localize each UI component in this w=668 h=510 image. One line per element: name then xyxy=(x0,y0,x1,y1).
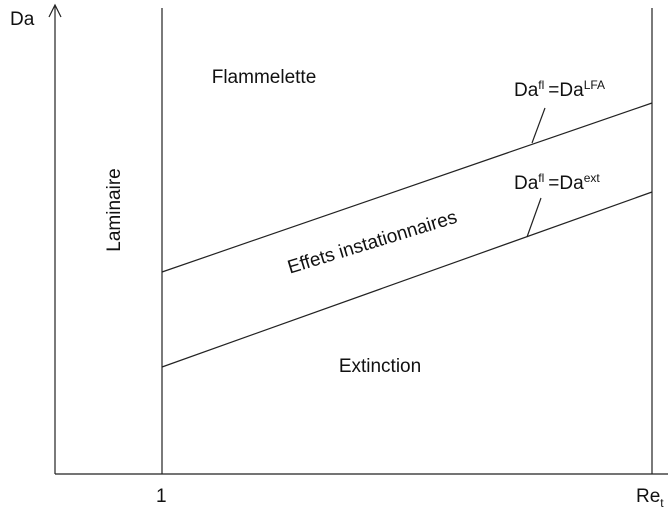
x-tick-label: 1 xyxy=(156,486,167,507)
y-axis-arrow xyxy=(48,3,62,18)
ext-boundary xyxy=(161,191,653,368)
leader-line xyxy=(526,197,542,238)
boundary-label: Dafl =DaLFA xyxy=(514,78,605,101)
boundary-lhs-sup: fl xyxy=(538,78,544,92)
x-axis-label-sub: t xyxy=(660,496,664,510)
region-label: Flammelette xyxy=(212,67,317,88)
region-label: Extinction xyxy=(339,356,421,377)
boundary-rhs-sup: ext xyxy=(584,171,601,185)
boundary-lhs: Da xyxy=(514,173,539,194)
boundary-rhs: =Da xyxy=(548,80,584,101)
region-label: Laminaire xyxy=(104,168,125,251)
lfa-boundary xyxy=(161,102,653,273)
leader-line xyxy=(531,107,546,144)
region-label: Effets instationnaires xyxy=(285,207,459,279)
boundary-lhs-sup: fl xyxy=(538,171,544,185)
x-axis-label: Ret xyxy=(636,486,664,510)
y-axis-label: Da xyxy=(10,9,35,30)
boundary-lhs: Da xyxy=(514,80,539,101)
x-axis-label-main: Re xyxy=(636,486,660,507)
boundary-rhs-sup: LFA xyxy=(584,78,605,92)
boundary-label: Dafl =Daext xyxy=(514,171,600,194)
boundary-rhs: =Da xyxy=(548,173,584,194)
